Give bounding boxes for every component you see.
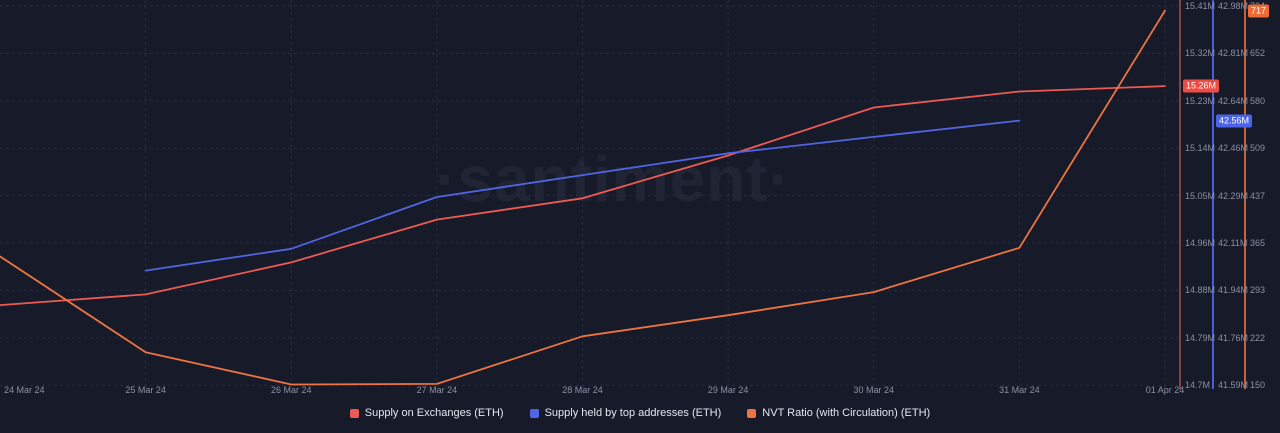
y-axis-tick: 42.81M bbox=[1218, 48, 1249, 59]
legend-swatch-blue-icon bbox=[529, 408, 539, 418]
x-axis-tick: 31 Mar 24 bbox=[999, 385, 1040, 395]
latest-value-badge-top-addresses: 42.56M bbox=[1216, 114, 1253, 128]
y-axis-tick: 580 bbox=[1250, 95, 1266, 106]
y-axis-tick: 14.96M bbox=[1185, 238, 1216, 248]
y-axis-tick: 41.76M bbox=[1218, 332, 1249, 343]
x-axis-tick: 26 Mar 24 bbox=[270, 385, 312, 395]
y-axis-tick: 509 bbox=[1250, 143, 1266, 154]
y-axis-tick: 41.94M bbox=[1218, 285, 1249, 296]
latest-value-badge-supply-exchanges: 15.26M bbox=[1183, 79, 1220, 93]
y-axis-tick: 365 bbox=[1250, 238, 1266, 248]
legend: Supply on Exchanges (ETH) Supply held by… bbox=[0, 407, 1280, 419]
latest-value-badge-nvt-ratio: 717 bbox=[1248, 4, 1270, 18]
y-axis-tick: 15.14M bbox=[1185, 143, 1216, 154]
series-line bbox=[0, 9, 1166, 386]
y-axis-tick: 652 bbox=[1250, 48, 1266, 59]
legend-swatch-orange-icon bbox=[747, 408, 757, 418]
legend-label: Supply held by top addresses (ETH) bbox=[544, 407, 722, 419]
legend-swatch-red-icon bbox=[349, 408, 359, 418]
y-axis-tick: 42.64M bbox=[1218, 95, 1249, 106]
y-axis-tick: 14.79M bbox=[1185, 332, 1216, 343]
x-axis-tick: 29 Mar 24 bbox=[707, 385, 749, 395]
y-axis-tick: 41.59M bbox=[1218, 380, 1249, 391]
y-axis-tick: 222 bbox=[1250, 332, 1266, 343]
x-axis-tick: 27 Mar 24 bbox=[416, 385, 458, 395]
y-axis-tick: 42.98M bbox=[1218, 1, 1249, 11]
y-axis-tick: 14.88M bbox=[1185, 285, 1216, 296]
x-axis-tick: 25 Mar 24 bbox=[125, 385, 166, 395]
y-axis-tick: 293 bbox=[1250, 285, 1266, 296]
legend-label: Supply on Exchanges (ETH) bbox=[364, 407, 504, 419]
legend-label: NVT Ratio (with Circulation) (ETH) bbox=[762, 407, 931, 419]
series-line bbox=[144, 119, 1021, 272]
y-axis-tick: 42.46M bbox=[1218, 143, 1249, 154]
y-axis-tick: 15.23M bbox=[1185, 95, 1216, 106]
series-line bbox=[0, 85, 1166, 307]
y-axis-tick: 14.7M bbox=[1185, 380, 1211, 391]
y-axis-tick: 15.41M bbox=[1185, 1, 1216, 11]
y-axis-tick: 15.32M bbox=[1185, 48, 1216, 59]
y-axis-tick: 437 bbox=[1250, 190, 1266, 201]
x-axis-tick: 01 Apr 24 bbox=[1145, 385, 1185, 395]
legend-item-nvt-ratio[interactable]: NVT Ratio (with Circulation) (ETH) bbox=[747, 407, 930, 419]
x-axis-tick: 24 Mar 24 bbox=[4, 385, 45, 395]
x-axis-tick: 30 Mar 24 bbox=[853, 385, 895, 395]
y-axis-tick: 150 bbox=[1250, 380, 1266, 391]
y-axis-tick: 42.29M bbox=[1218, 190, 1249, 201]
y-axis-tick: 42.11M bbox=[1218, 238, 1248, 248]
y-axis-tick: 15.05M bbox=[1185, 190, 1216, 201]
legend-item-supply-exchanges[interactable]: Supply on Exchanges (ETH) bbox=[349, 407, 504, 419]
x-axis-tick: 28 Mar 24 bbox=[562, 385, 603, 395]
legend-item-top-addresses[interactable]: Supply held by top addresses (ETH) bbox=[529, 407, 722, 419]
